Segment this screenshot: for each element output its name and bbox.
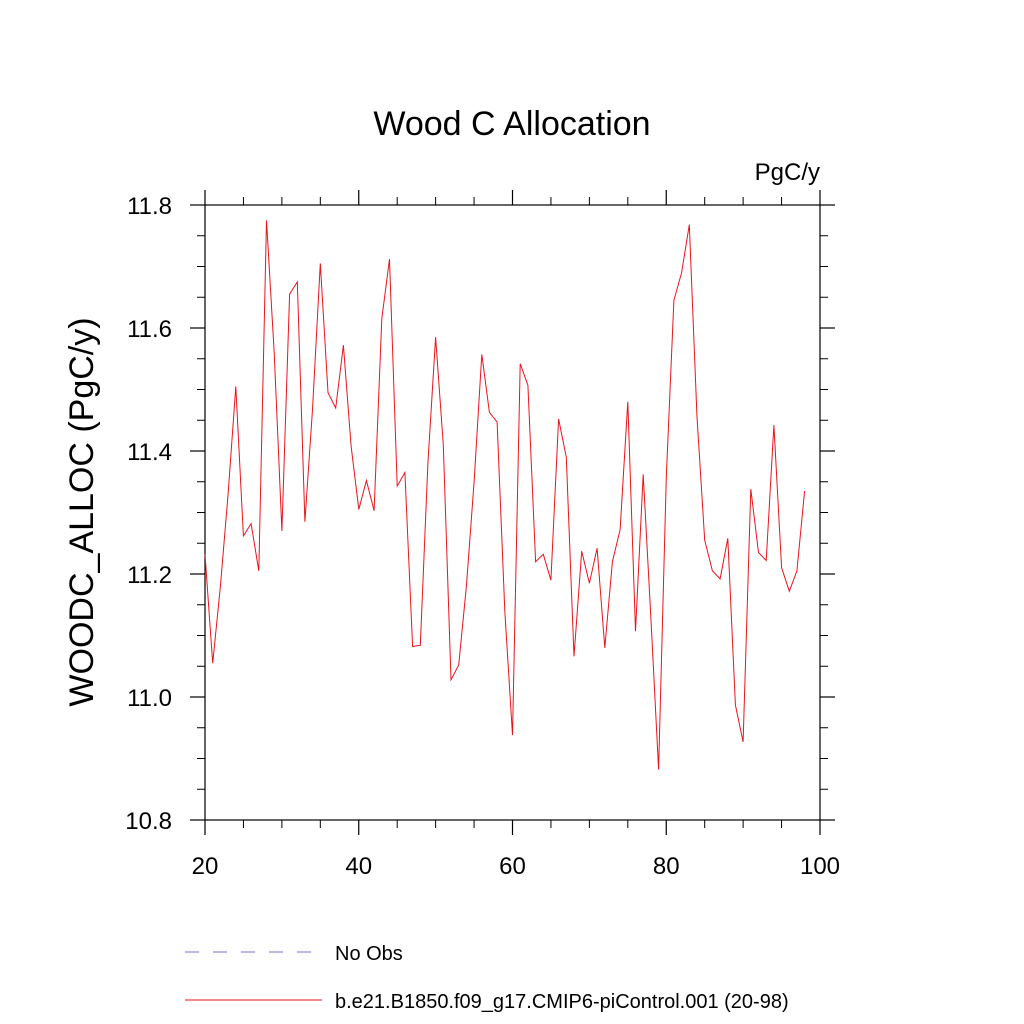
legend-label-no-obs: No Obs (335, 943, 403, 965)
chart-title: Wood C Allocation (373, 105, 650, 143)
y-axis-label: WOODC_ALLOC (PgC/y) (63, 317, 101, 706)
y-tick-label-11.6: 11.6 (127, 316, 172, 343)
y-tick-label-11.2: 11.2 (127, 562, 172, 589)
x-tick-label-80: 80 (653, 853, 680, 880)
x-tick-label-40: 40 (345, 853, 372, 880)
legend-label-picontrol: b.e21.B1850.f09_g17.CMIP6-piControl.001 … (335, 991, 789, 1013)
x-tick-label-20: 20 (192, 853, 219, 880)
legend: No Obs b.e21.B1850.f09_g17.CMIP6-piContr… (185, 943, 789, 1013)
series-layer (204, 220, 806, 770)
axis-ticks: 20 40 60 80 100 10.8 11.0 11.2 11.4 11.6 11.8 (125, 190, 840, 880)
units-label: PgC/y (755, 159, 820, 186)
y-tick-label-11.8: 11.8 (127, 193, 172, 220)
y-tick-label-10.8: 10.8 (125, 808, 172, 835)
y-tick-label-11.0: 11.0 (127, 685, 172, 712)
series-line-0 (204, 220, 806, 770)
x-tick-label-60: 60 (499, 853, 526, 880)
x-tick-label-100: 100 (800, 853, 840, 880)
y-tick-label-11.4: 11.4 (127, 439, 172, 466)
